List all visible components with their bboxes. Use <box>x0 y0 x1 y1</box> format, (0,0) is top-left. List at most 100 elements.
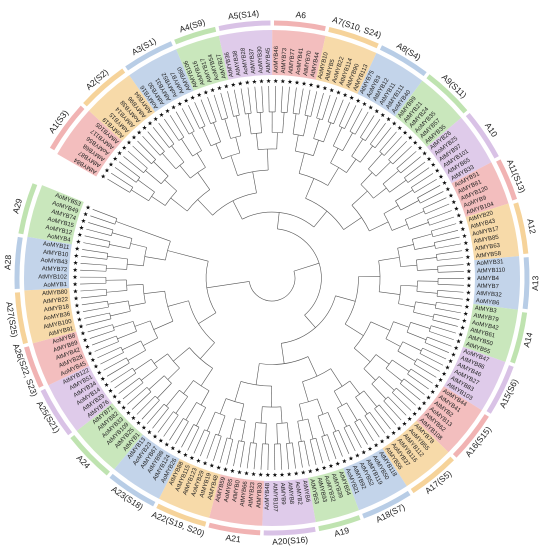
tree-branch <box>215 143 223 160</box>
leaf-label: AoMYB46 <box>273 45 280 73</box>
tree-branch <box>106 267 127 270</box>
tree-branch <box>419 353 444 366</box>
tree-branch <box>368 153 383 170</box>
tree-branch <box>200 342 215 359</box>
leaf-star-marker <box>442 180 447 185</box>
tree-branch <box>407 373 429 390</box>
tree-branch-arc <box>215 411 226 417</box>
tree-branch <box>107 256 128 260</box>
tree-branch <box>129 302 146 307</box>
group-ring-arc <box>486 365 514 414</box>
tree-branch <box>383 136 402 156</box>
tree-branch-arc <box>360 184 374 199</box>
tree-branch-arc <box>142 284 146 303</box>
tree-branch <box>313 210 328 228</box>
clade-band <box>272 30 326 80</box>
leaf-star-marker <box>126 410 131 415</box>
leaf-star-marker <box>183 98 189 103</box>
leaf-star-marker <box>402 130 408 135</box>
tree-branch <box>282 112 285 133</box>
tree-branch <box>206 434 216 459</box>
tree-branch <box>122 382 144 400</box>
clade-band <box>451 162 509 218</box>
leaf-star-marker <box>385 434 391 440</box>
tree-branch-arc <box>221 117 228 120</box>
leaf-star-marker <box>85 205 91 210</box>
tree-branch <box>260 443 263 470</box>
tree-branch <box>359 418 374 442</box>
tree-branch-arc <box>132 367 137 374</box>
tree-branch <box>286 86 290 113</box>
tree-branch <box>256 133 259 150</box>
tree-branch <box>183 380 194 394</box>
tree-branch-arc <box>109 312 112 319</box>
tree-branch <box>175 421 189 445</box>
clade-band <box>114 434 180 499</box>
leaf-star-marker <box>462 318 467 323</box>
leaf-star-marker <box>171 104 176 110</box>
leaf-star-marker <box>451 199 457 205</box>
leaf-star-marker <box>159 112 164 117</box>
tree-branch-arc <box>433 242 436 249</box>
clade-band <box>88 75 156 142</box>
leaf-star-marker <box>402 421 407 426</box>
leaf-label: AtMYB77 <box>288 48 296 74</box>
leaf-star-marker <box>367 446 373 451</box>
tree-branch <box>167 367 180 380</box>
tree-branch-arc <box>354 418 360 423</box>
tree-branch <box>349 108 363 132</box>
tree-branch <box>141 399 160 420</box>
tree-branch <box>369 412 386 434</box>
leaf-star-marker <box>117 150 122 156</box>
leaf-star-marker <box>286 471 292 477</box>
tree-branch-arc <box>140 340 146 351</box>
tree-branch <box>144 256 166 261</box>
leaf-star-marker <box>259 78 264 84</box>
tree-branch <box>370 321 391 331</box>
tree-branch-arc <box>286 442 293 444</box>
tree-branch <box>196 407 206 426</box>
leaf-star-marker <box>463 311 468 316</box>
tree-branch <box>432 230 459 238</box>
tree-branch <box>103 357 127 371</box>
tree-branch-arc <box>378 260 381 292</box>
tree-branch <box>277 212 280 229</box>
leaf-label: AoMYB31 <box>476 259 504 267</box>
tree-branch <box>259 112 262 133</box>
tree-branch <box>422 197 447 209</box>
leaf-label: AtMYB5 <box>325 58 337 81</box>
leaf-star-marker <box>417 406 422 411</box>
tree-branch <box>427 336 452 347</box>
group-ring-arc <box>510 312 528 364</box>
tree-branch <box>431 325 457 334</box>
leaf-star-marker <box>336 90 341 95</box>
leaf-star-marker <box>397 125 403 130</box>
leaf-star-marker <box>152 434 158 439</box>
leaf-star-marker <box>279 472 285 477</box>
tree-branch <box>232 200 243 220</box>
tree-branch-arc <box>192 150 202 157</box>
tree-branch <box>370 123 386 145</box>
leaf-label: AoMYB28 <box>240 47 249 75</box>
tree-branch <box>206 411 216 432</box>
tree-branch <box>84 312 110 319</box>
leaf-star-marker <box>100 376 106 381</box>
tree-branch <box>378 404 397 425</box>
tree-branch-arc <box>132 321 137 332</box>
leaf-star-marker <box>77 232 83 237</box>
tree-branch <box>432 319 458 327</box>
tree-branch-arc <box>210 141 221 147</box>
group-label: A21 <box>225 532 242 544</box>
tree-branch <box>80 288 107 292</box>
leaf-star-marker <box>426 395 431 400</box>
group-label: A29 <box>10 197 24 215</box>
tree-branch <box>313 140 319 156</box>
tree-branch <box>335 295 356 302</box>
tree-branch-arc <box>173 411 179 416</box>
clade-band <box>443 346 506 411</box>
tree-branch <box>327 434 337 460</box>
tree-branch-arc <box>360 137 366 141</box>
leaf-star-marker <box>265 472 271 477</box>
tree-branch <box>146 403 165 425</box>
